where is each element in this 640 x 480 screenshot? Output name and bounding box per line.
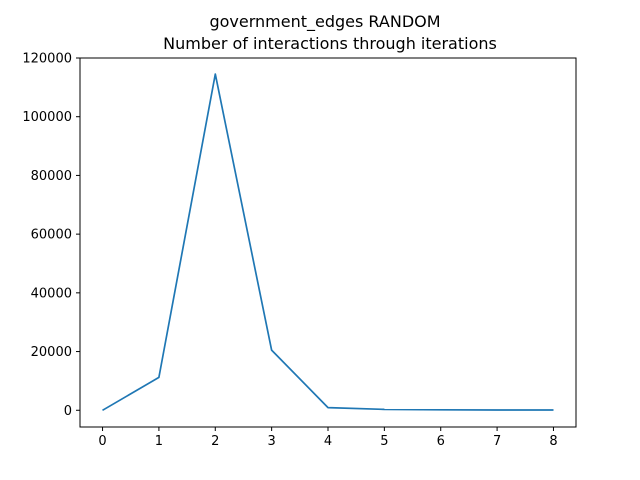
x-tick-label: 0 [98,434,106,449]
x-tick-label: 6 [437,434,445,449]
y-tick-label: 60000 [31,228,72,243]
series-line [102,73,554,412]
chart-subtitle: Number of interactions through iteration… [163,34,497,53]
x-tick-label: 1 [155,434,163,449]
x-tick-label: 7 [493,434,501,449]
plot-area: 0 1 2 3 4 5 6 7 8 0 20000 40000 60000 80000 100000 1200… [22,52,577,449]
y-tick-label: 40000 [31,286,72,301]
y-tick-label: 120000 [22,52,72,67]
x-tick-label: 3 [267,434,275,449]
axes-frame [79,57,577,428]
y-tick-label: 20000 [31,345,72,360]
x-tick-label: 5 [380,434,388,449]
y-tick-label: 80000 [31,169,72,184]
y-tick-label: 100000 [22,110,72,125]
chart-title: government_edges RANDOM [209,12,440,32]
x-tick-label: 8 [549,434,557,449]
x-tick-label: 2 [211,434,219,449]
y-tick-label: 0 [64,404,72,419]
x-tick-label: 4 [324,434,332,449]
